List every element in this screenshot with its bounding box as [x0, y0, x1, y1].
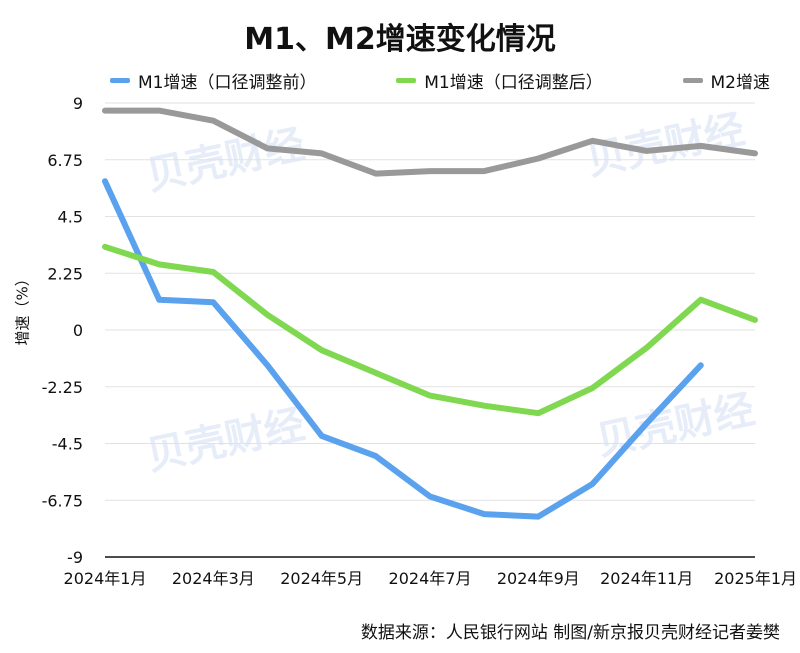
y-axis-ticks: 9 6.75 4.5 2.25 0 -2.25 -4.5 -6.75 -9 — [42, 94, 83, 567]
legend-swatch-m2 — [682, 77, 703, 83]
x-tick-label: 2024年1月 — [64, 569, 147, 588]
series-line-2 — [102, 107, 758, 177]
y-tick-label: 4.5 — [58, 208, 83, 227]
x-axis-ticks: 2024年1月 2024年3月 2024年5月 2024年7月 2024年9月 2024年… — [64, 569, 797, 588]
watermark-text: 贝壳财经 — [143, 402, 309, 480]
x-tick-label: 2024年9月 — [497, 569, 580, 588]
legend-label-m2: M2增速 — [710, 72, 770, 93]
x-tick-label: 2024年11月 — [600, 569, 693, 588]
y-tick-label: 0 — [73, 321, 83, 340]
x-tick-label: 2025年1月 — [714, 569, 797, 588]
legend-item-m1-before: M1增速（口径调整前） — [110, 68, 316, 93]
x-tick-label: 2024年3月 — [172, 569, 255, 588]
series-line-0 — [102, 178, 704, 520]
y-tick-label: -9 — [67, 548, 83, 567]
y-tick-label: -2.25 — [42, 378, 83, 397]
series-lines — [102, 107, 758, 520]
legend-swatch-m1-before — [110, 77, 130, 83]
y-tick-label: 6.75 — [47, 151, 83, 170]
source-note: 数据来源：人民银行网站 制图/新京报贝壳财经记者姜樊 — [360, 623, 780, 643]
y-tick-label: 2.25 — [47, 264, 83, 283]
legend-label-m1-before: M1增速（口径调整前） — [138, 72, 317, 93]
legend-label-m1-after: M1增速（口径调整后） — [424, 72, 603, 93]
y-tick-label: 9 — [73, 94, 83, 113]
legend-swatch-m1-after — [396, 77, 417, 83]
watermark-text: 贝壳财经 — [143, 122, 309, 200]
y-tick-label: -6.75 — [42, 491, 83, 510]
y-tick-label: -4.5 — [52, 435, 83, 454]
x-tick-label: 2024年5月 — [280, 569, 363, 588]
legend: M1增速（口径调整前） M1增速（口径调整后） M2增速 — [110, 68, 770, 93]
chart-title: M1、M2增速变化情况 — [244, 22, 556, 57]
legend-item-m2: M2增速 — [682, 68, 770, 93]
series-line-1 — [102, 243, 758, 417]
x-tick-label: 2024年7月 — [389, 569, 472, 588]
legend-item-m1-after: M1增速（口径调整后） — [396, 68, 603, 93]
